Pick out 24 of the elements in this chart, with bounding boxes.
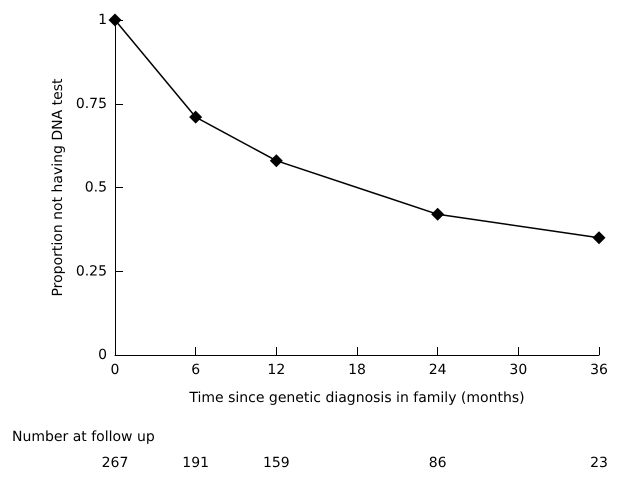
x-axis-title: Time since genetic diagnosis in family (months)	[188, 390, 525, 406]
point	[189, 110, 202, 124]
y-tick-label: 0.5	[84, 180, 107, 196]
point	[431, 208, 444, 221]
text: 23	[590, 455, 608, 471]
y-tick-label: 0	[98, 347, 107, 363]
y-tick-label: 1	[98, 12, 107, 28]
text: 191	[182, 455, 210, 471]
text: Number at follow up	[12, 429, 155, 445]
x-tick-label: 0	[110, 362, 120, 378]
x-tick-label: 18	[348, 362, 366, 378]
text: 267	[102, 455, 128, 471]
x-tick-label: 36	[590, 362, 608, 378]
x-tick-label: 24	[428, 362, 447, 378]
y-tick-label: 0.25	[76, 263, 107, 280]
x-tick-label: 30	[509, 362, 528, 378]
point	[270, 154, 283, 168]
y-tick-label: 0.75	[76, 96, 107, 112]
y-axis-title: Proportion not having DNA test	[50, 78, 66, 297]
x-tick-label: 6	[191, 362, 200, 378]
point	[592, 231, 606, 244]
text: 86	[428, 455, 447, 471]
x-tick-label: 12	[267, 362, 286, 378]
text: 159	[262, 455, 290, 471]
